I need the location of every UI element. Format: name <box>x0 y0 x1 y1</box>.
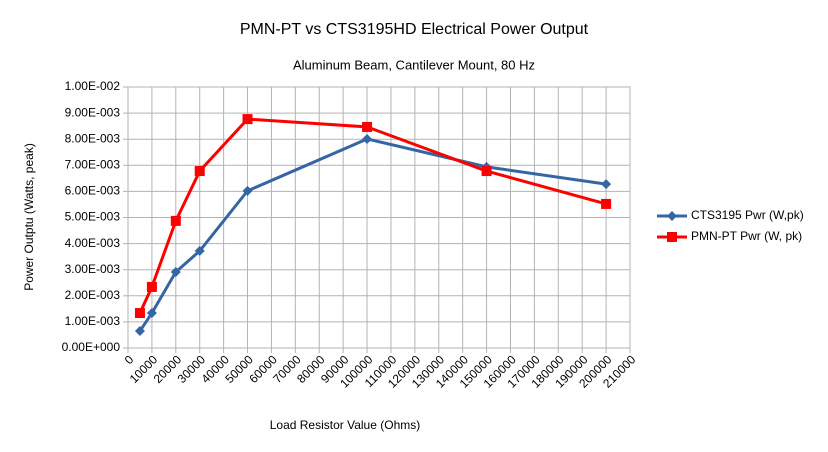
y-tick-label: 1.00E-002 <box>65 79 121 93</box>
y-tick-label: 8.00E-003 <box>65 131 121 145</box>
chart-subtitle: Aluminum Beam, Cantilever Mount, 80 Hz <box>293 57 535 72</box>
marker <box>481 166 492 177</box>
marker <box>601 179 612 190</box>
y-tick-label: 2.00E-003 <box>65 288 121 302</box>
y-tick-label: 9.00E-003 <box>65 105 121 119</box>
marker <box>170 267 181 278</box>
marker <box>170 215 181 226</box>
marker <box>242 185 253 196</box>
legend-label: PMN-PT Pwr (W, pk) <box>691 229 802 243</box>
legend-label: CTS3195 Pwr (W,pk) <box>691 208 804 222</box>
legend-marker <box>667 232 677 242</box>
y-tick-label: 7.00E-003 <box>65 157 121 171</box>
marker <box>194 166 205 177</box>
y-tick-label: 4.00E-003 <box>65 236 121 250</box>
marker <box>146 308 157 319</box>
y-tick-label: 0.00E+000 <box>62 340 121 354</box>
marker <box>601 198 612 209</box>
x-axis-label: Load Resistor Value (Ohms) <box>270 418 421 432</box>
chart-title: PMN-PT vs CTS3195HD Electrical Power Out… <box>240 21 589 38</box>
marker <box>362 121 373 132</box>
marker <box>194 245 205 256</box>
y-tick-label: 3.00E-003 <box>65 262 121 276</box>
marker <box>146 281 157 292</box>
marker <box>134 308 145 319</box>
marker <box>362 133 373 144</box>
y-tick-label: 5.00E-003 <box>65 210 121 224</box>
marker <box>134 326 145 337</box>
series-line <box>138 117 607 314</box>
y-axis-label: Power Outptu (Watts, peak) <box>22 143 36 291</box>
plot-frame <box>127 86 631 349</box>
marker <box>242 114 253 125</box>
y-tick-label: 1.00E-003 <box>65 314 121 328</box>
y-tick-label: 6.00E-003 <box>65 184 121 198</box>
legend-marker <box>667 211 677 221</box>
